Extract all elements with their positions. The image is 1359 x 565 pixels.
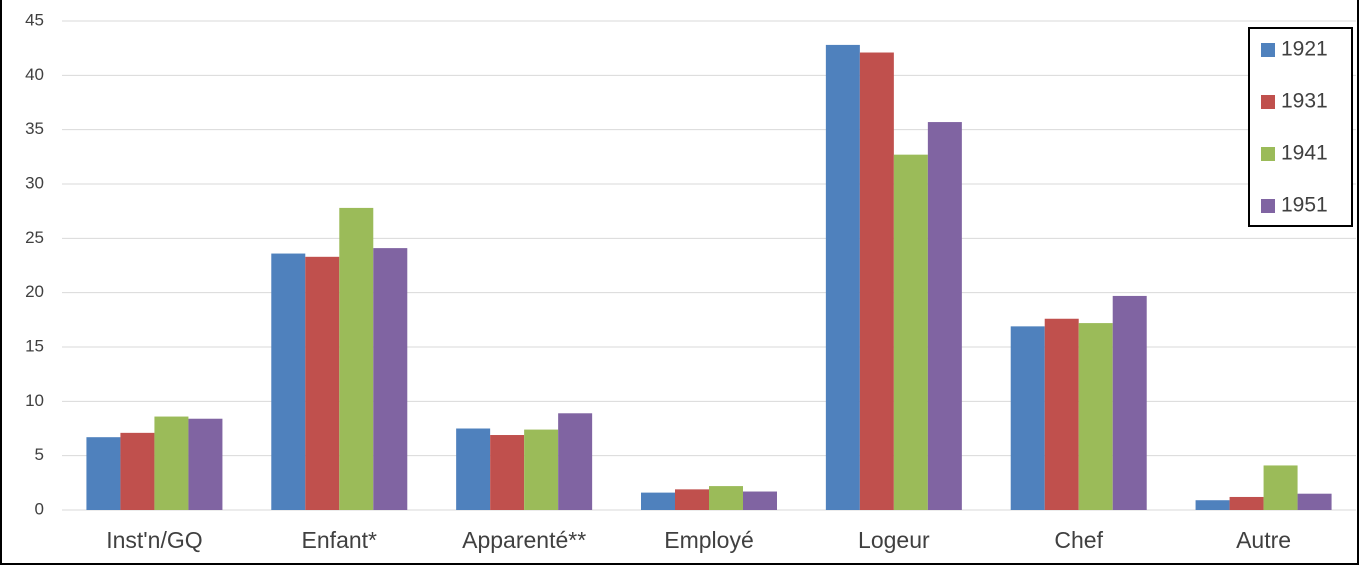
x-tick-label: Apparenté** bbox=[462, 527, 586, 553]
legend-label: 1921 bbox=[1281, 38, 1328, 61]
y-tick-label: 25 bbox=[25, 228, 44, 247]
y-tick-label: 15 bbox=[25, 336, 44, 355]
y-tick-label: 30 bbox=[25, 173, 44, 192]
y-tick-label: 5 bbox=[35, 445, 44, 464]
x-tick-label: Enfant* bbox=[302, 527, 377, 553]
legend-label: 1941 bbox=[1281, 142, 1328, 165]
x-tick-label: Chef bbox=[1054, 527, 1103, 553]
bar bbox=[927, 122, 962, 510]
bar bbox=[120, 432, 155, 510]
bar bbox=[1078, 323, 1113, 510]
y-tick-label: 20 bbox=[25, 282, 44, 301]
bar bbox=[305, 256, 340, 510]
bar bbox=[859, 52, 894, 510]
bar bbox=[1044, 318, 1079, 510]
legend-swatch bbox=[1261, 199, 1275, 213]
x-tick-label: Autre bbox=[1236, 527, 1291, 553]
legend-box bbox=[1248, 27, 1353, 227]
bar bbox=[1010, 326, 1045, 510]
legend-label: 1951 bbox=[1281, 194, 1328, 217]
bar bbox=[86, 437, 121, 510]
bar bbox=[524, 429, 559, 510]
y-tick-label: 10 bbox=[25, 391, 44, 410]
bar bbox=[1112, 295, 1147, 510]
bar bbox=[1263, 465, 1298, 510]
bar bbox=[339, 207, 374, 510]
legend-swatch bbox=[1261, 43, 1275, 57]
y-tick-label: 40 bbox=[25, 65, 44, 84]
bar bbox=[1297, 493, 1332, 510]
bar bbox=[641, 492, 675, 510]
y-tick-label: 35 bbox=[25, 119, 44, 138]
bar bbox=[490, 435, 525, 510]
bar bbox=[709, 486, 743, 510]
bar bbox=[188, 418, 223, 510]
bar bbox=[456, 428, 491, 510]
y-tick-label: 0 bbox=[35, 499, 44, 518]
legend-swatch bbox=[1261, 95, 1275, 109]
y-tick-label: 45 bbox=[25, 10, 44, 29]
bar bbox=[893, 154, 928, 510]
bar bbox=[1195, 500, 1230, 510]
x-tick-label: Inst'n/GQ bbox=[106, 527, 202, 553]
bar bbox=[154, 416, 189, 510]
bar bbox=[825, 44, 860, 510]
bar bbox=[558, 413, 593, 510]
bar bbox=[675, 489, 709, 510]
x-tick-label: Logeur bbox=[858, 527, 930, 553]
bar bbox=[743, 491, 777, 510]
bar bbox=[1229, 496, 1264, 510]
legend-label: 1931 bbox=[1281, 90, 1328, 113]
bar bbox=[373, 248, 408, 510]
x-tick-label: Employé bbox=[664, 527, 753, 553]
legend-swatch bbox=[1261, 147, 1275, 161]
bar bbox=[271, 253, 306, 510]
